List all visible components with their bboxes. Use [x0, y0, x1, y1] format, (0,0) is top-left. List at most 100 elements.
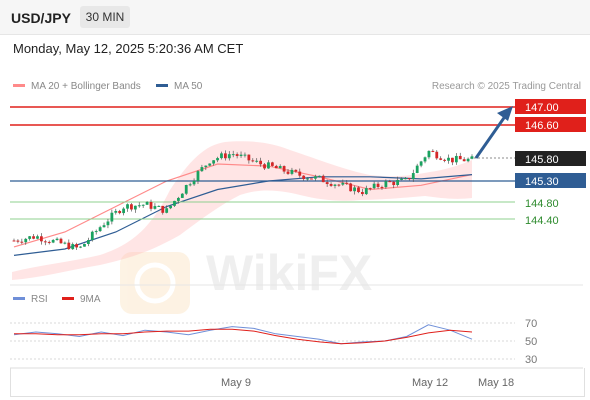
rsi-swatch [13, 296, 25, 300]
candle-body [454, 155, 458, 163]
candle-body [180, 193, 184, 198]
legend-9ma: 9MA [62, 294, 101, 305]
candle-body [153, 206, 157, 209]
x-axis-label-may18: May 18 [478, 377, 514, 389]
chart-header: USD/JPY 30 MIN [0, 0, 590, 35]
candle-body [407, 178, 411, 180]
9ma-label: 9MA [80, 294, 101, 305]
candle-body [239, 154, 243, 156]
ma20-swatch [13, 83, 25, 87]
candle-body [122, 208, 126, 214]
candle-body [259, 160, 263, 165]
candle-body [447, 157, 450, 161]
candle-body [282, 166, 286, 172]
candle-body [20, 241, 24, 243]
candle-body [423, 157, 427, 162]
candle-body [458, 155, 462, 160]
rsi-axis-70: 70 [525, 318, 537, 330]
candle-body [192, 180, 196, 185]
candle-body [267, 162, 270, 169]
candle-body [102, 225, 106, 228]
candle-body [59, 238, 63, 244]
candle-body [55, 238, 59, 241]
candle-body [470, 156, 474, 159]
candle-body [43, 241, 47, 243]
candle-body [360, 192, 364, 195]
candle-body [247, 154, 251, 161]
candle-body [353, 187, 356, 192]
candle-body [286, 171, 290, 174]
candle-body [114, 210, 118, 213]
candle-body [462, 159, 466, 162]
forecast-arrowhead [497, 106, 513, 121]
candle-body [16, 240, 20, 242]
candle-body [90, 231, 94, 241]
candle-body [384, 181, 388, 188]
candle-body [63, 242, 67, 244]
candle-body [141, 204, 145, 206]
candle-body [255, 160, 259, 162]
candle-body [173, 200, 176, 206]
candle-body [243, 154, 247, 156]
candle-body [51, 240, 55, 243]
candle-body [200, 167, 204, 172]
candle-body [400, 178, 403, 180]
candle-body [24, 238, 28, 243]
candle-body [341, 182, 345, 185]
level-label-147: 147.00 [515, 99, 586, 114]
candle-body [364, 188, 368, 195]
rsi-axis-30: 30 [525, 354, 537, 366]
symbol-label: USD/JPY [11, 10, 71, 26]
rsi-label: RSI [31, 294, 48, 305]
candle-body [329, 184, 333, 186]
candle-body [298, 171, 302, 176]
candles [12, 149, 474, 250]
candle-body [204, 165, 208, 168]
candle-body [317, 175, 321, 177]
bollinger-band-area [12, 141, 472, 280]
candle-body [251, 160, 255, 162]
candle-body [169, 205, 172, 209]
candle-body [47, 241, 51, 243]
candle-body [274, 165, 278, 169]
candle-body [126, 204, 129, 209]
candle-body [431, 150, 435, 152]
candle-body [443, 159, 446, 161]
candle-body [184, 185, 188, 194]
candle-body [177, 197, 180, 201]
level-label-144-80: 144.80 [525, 198, 559, 210]
candle-body [427, 150, 431, 158]
candle-body [130, 204, 133, 210]
candle-body [220, 153, 223, 159]
timestamp: Monday, May 12, 2025 5:20:36 AM CET [13, 41, 244, 56]
legend-ma20: MA 20 + Bollinger Bands [13, 81, 141, 92]
candle-body [451, 157, 454, 163]
candle-body [321, 175, 325, 183]
svg-text:145.30: 145.30 [525, 176, 559, 188]
candle-body [12, 240, 16, 242]
candle-body [404, 178, 407, 180]
x-axis-label-may9: May 9 [221, 377, 251, 389]
svg-text:146.60: 146.60 [525, 120, 559, 132]
candle-body [98, 227, 102, 232]
candle-body [368, 188, 372, 190]
candle-body [357, 187, 360, 193]
forecast-arrow [474, 114, 508, 159]
watermark: WikiFX [120, 245, 372, 314]
candle-body [28, 236, 32, 239]
candle-body [40, 236, 43, 242]
candle-body [306, 178, 309, 180]
candle-body [235, 154, 239, 156]
candle-body [86, 240, 90, 244]
candle-body [212, 160, 216, 164]
candle-body [149, 201, 153, 209]
timeframe-button[interactable]: 30 MIN [80, 6, 130, 28]
ma50-label: MA 50 [174, 81, 203, 92]
candle-body [79, 246, 82, 248]
watermark-text: WikiFX [206, 245, 372, 301]
candle-body [208, 163, 212, 166]
candle-body [392, 181, 396, 185]
svg-text:147.00: 147.00 [525, 102, 559, 114]
candle-body [106, 221, 110, 226]
